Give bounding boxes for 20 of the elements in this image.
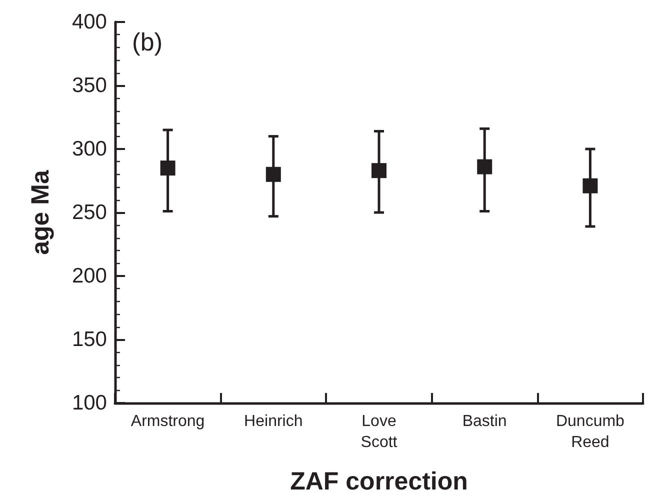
x-tick-label: Heinrich <box>244 413 303 430</box>
y-tick-label: 100 <box>72 392 107 414</box>
point <box>372 163 386 178</box>
y-tick-label: 400 <box>72 10 107 34</box>
x-tick-label: Duncumb Reed <box>556 413 625 451</box>
annotation: (b) <box>132 28 163 56</box>
point <box>160 160 176 176</box>
y-tick-label: 250 <box>72 201 107 224</box>
x-tick-label: Armstrong <box>130 413 205 430</box>
y-tick-label: 350 <box>72 74 107 97</box>
point <box>477 159 492 174</box>
y-tick-label: 200 <box>72 264 107 288</box>
y-tick-label: 300 <box>72 138 107 160</box>
point <box>582 178 598 194</box>
y-tick-label: 150 <box>72 328 107 351</box>
y-axis-title: age Ma <box>26 169 54 255</box>
x-axis-title: ZAF correction <box>290 468 468 496</box>
point <box>266 166 281 182</box>
x-tick-label: Love Scott <box>360 413 398 451</box>
x-tick-label: Bastin <box>462 413 507 430</box>
